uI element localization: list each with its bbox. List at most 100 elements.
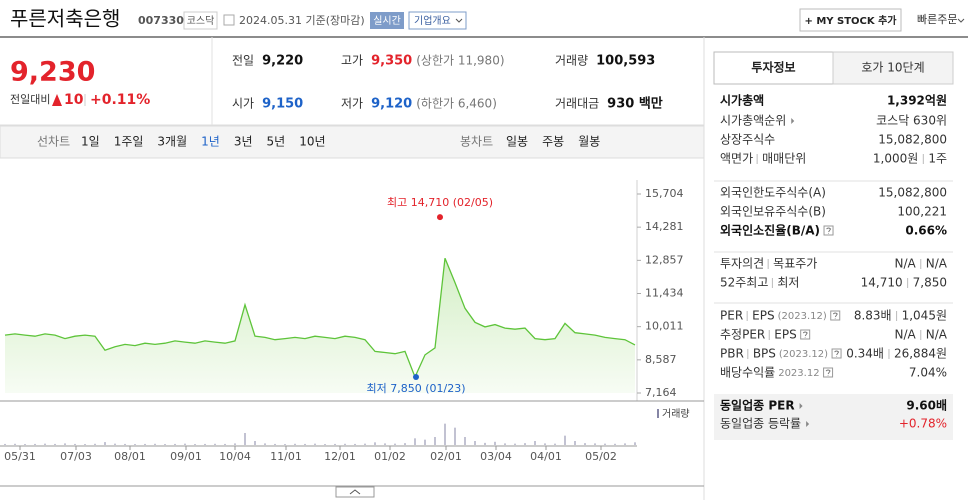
up-arrow <box>52 94 62 106</box>
help-glyph <box>834 350 840 357</box>
volume-label: 거래량 <box>662 408 690 420</box>
volume-bar <box>344 443 346 445</box>
volume-bar <box>124 443 126 445</box>
line-chart-label: 선차트 <box>37 135 70 149</box>
stock-code: 007330 <box>138 14 184 27</box>
volume-bar <box>74 443 76 445</box>
row-value: +0.78% <box>899 417 947 431</box>
volume-bar <box>274 443 276 445</box>
min-marker <box>413 374 419 381</box>
help-icon[interactable] <box>831 348 842 359</box>
volume-bar <box>84 444 86 445</box>
market-badge <box>183 11 218 30</box>
arrow-icon <box>799 403 803 409</box>
x-tick-label: 01/02 <box>374 450 406 463</box>
volume-bar <box>454 427 456 445</box>
volume-bar <box>394 443 396 445</box>
x-tick-label: 09/01 <box>170 450 202 463</box>
volume-bar <box>54 443 56 445</box>
period-tab[interactable]: 3개월 <box>157 135 187 149</box>
help-icon[interactable] <box>823 367 834 378</box>
period-tab[interactable]: 3년 <box>234 135 253 149</box>
row-note: (2023.12) <box>778 311 827 322</box>
row-label: 투자의견 <box>720 257 764 271</box>
period-tab[interactable]: 5년 <box>267 135 286 149</box>
company-info: 기업개요 <box>414 14 451 27</box>
row-note: (2023.12) <box>779 349 828 360</box>
volume-bar <box>194 444 196 445</box>
volume-bar <box>204 443 206 445</box>
help-icon[interactable] <box>830 310 841 321</box>
row-label: 배당수익률 <box>720 366 775 380</box>
volume-bar <box>434 437 436 445</box>
volume-bar <box>64 443 66 445</box>
row-label: PER <box>720 309 743 323</box>
row-label: 상장주식수 <box>720 133 775 147</box>
volume-bar <box>464 437 466 445</box>
volume-bar <box>284 444 286 445</box>
realtime-badge <box>370 12 404 29</box>
panel-tab[interactable] <box>832 51 954 85</box>
row-label: EPS <box>752 309 774 323</box>
row-value: 100,221 <box>897 205 947 219</box>
calendar-icon <box>223 14 235 26</box>
max-label: 최고 14,710 (02/05) <box>387 196 493 209</box>
volume-bar <box>504 443 506 445</box>
row-value: 7,850 <box>913 276 947 290</box>
my-stock-button[interactable] <box>799 8 902 32</box>
row-value: N/A <box>895 257 917 271</box>
row-label: 목표주가 <box>773 257 817 271</box>
volume-bar <box>24 444 26 445</box>
candle-tab[interactable]: 주봉 <box>542 135 564 149</box>
volume-legend-icon <box>657 409 659 418</box>
row-value: 1주 <box>928 152 947 166</box>
stock-name: 푸른저축은행 <box>10 7 120 31</box>
dropdown-icon <box>957 18 965 23</box>
company-info-button[interactable] <box>408 11 467 30</box>
volume-bar <box>174 443 176 445</box>
period-tab[interactable]: 1주일 <box>114 135 144 149</box>
help-icon[interactable] <box>800 329 811 340</box>
period-tab[interactable]: 10년 <box>299 135 325 149</box>
volume-bar <box>234 443 236 445</box>
volume-bar <box>494 441 496 445</box>
volume-bar <box>114 443 116 445</box>
x-tick-label: 05/31 <box>4 450 36 463</box>
price-area <box>5 258 635 393</box>
collapse-button[interactable] <box>335 486 375 498</box>
x-tick-label: 11/01 <box>270 450 302 463</box>
stat-label: 저가 <box>341 97 363 111</box>
y-tick-label: 11,434 <box>645 287 684 300</box>
x-tick-label: 12/01 <box>324 450 356 463</box>
volume-bar <box>334 443 336 445</box>
volume-bar <box>564 435 566 445</box>
volume-bar <box>214 443 216 445</box>
volume-bar <box>94 443 96 445</box>
x-tick-label: 05/02 <box>585 450 617 463</box>
row-label: 동일업종 등락률 <box>720 417 801 431</box>
candle-tab[interactable]: 일봉 <box>506 135 528 149</box>
row-label: 외국인보유주식수(B) <box>720 205 826 219</box>
volume-bar <box>154 443 156 445</box>
row-value: 7.04% <box>909 366 947 380</box>
row-value: 9.60배 <box>906 398 947 413</box>
volume-bar <box>134 444 136 445</box>
period-tab[interactable]: 1년 <box>201 135 220 149</box>
candle-tab[interactable]: 월봉 <box>578 135 600 149</box>
change-pct: +0.11% <box>90 92 150 108</box>
row-value: 1,000원 <box>873 152 918 166</box>
volume-bar <box>554 443 556 445</box>
volume-bar <box>104 442 106 445</box>
volume-bar <box>624 443 626 445</box>
help-icon[interactable] <box>823 225 834 236</box>
help-glyph <box>832 312 838 319</box>
stat-label: 고가 <box>341 54 363 68</box>
period-tab[interactable]: 1일 <box>81 135 100 149</box>
row-label: EPS <box>774 328 796 342</box>
volume-bar <box>14 443 16 445</box>
row-label: 시가총액순위 <box>720 114 786 128</box>
stat-label: 시가 <box>232 97 254 111</box>
y-tick-label: 7,164 <box>645 386 677 399</box>
quick-order[interactable]: 빠른주문 <box>917 13 957 26</box>
price-line <box>4 257 636 379</box>
